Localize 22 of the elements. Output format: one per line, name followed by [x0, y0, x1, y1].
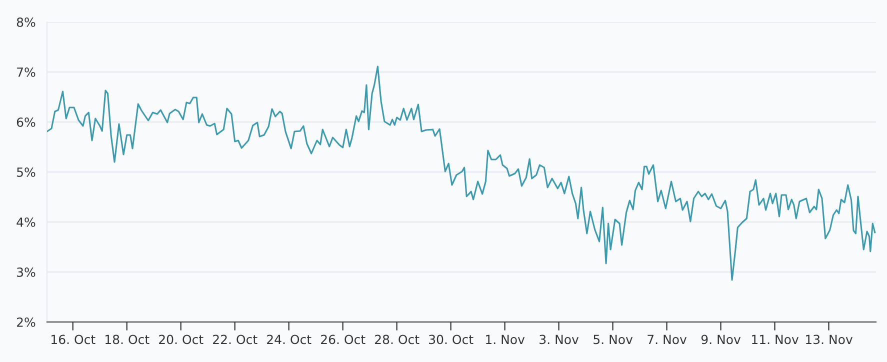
x-tick-label: 30. Oct — [429, 334, 474, 344]
x-tick-label: 11. Nov — [752, 334, 799, 344]
y-tick-label: 6% — [16, 117, 36, 127]
x-tick-label: 18. Oct — [106, 334, 150, 344]
y-tick-label: 8% — [16, 17, 36, 27]
x-tick-label: 5. Nov — [594, 334, 633, 344]
y-tick-label: 3% — [17, 267, 36, 277]
x-tick-label: 7. Nov — [648, 334, 687, 344]
x-tick-label: 20. Oct — [159, 334, 204, 344]
x-tick-label: 3. Nov — [540, 334, 579, 344]
x-tick-label: 16. Oct — [52, 334, 96, 344]
x-tick-label: 28. Oct — [375, 334, 420, 344]
x-tick-label: 22. Oct — [213, 334, 258, 344]
y-tick-label: 7% — [17, 67, 36, 77]
y-tick-label: 2% — [16, 317, 36, 327]
x-tick-label: 13. Nov — [806, 334, 853, 344]
y-tick-label: 4% — [16, 217, 36, 227]
x-tick-label: 9. Nov — [701, 334, 741, 344]
x-tick-label: 24. Oct — [267, 334, 312, 344]
x-tick-label: 26. Oct — [321, 334, 366, 344]
x-tick-label: 1. Nov — [486, 334, 525, 344]
y-tick-label: 5% — [17, 167, 36, 177]
